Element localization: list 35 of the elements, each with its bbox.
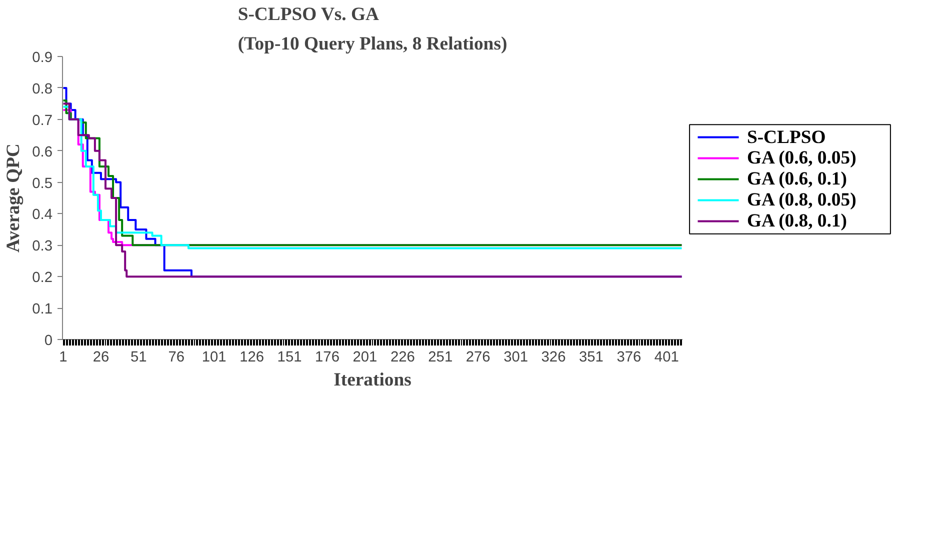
x-tick-label: 101 bbox=[202, 350, 226, 366]
x-tick-label: 351 bbox=[579, 350, 604, 366]
y-tick-label: 0.8 bbox=[32, 81, 52, 98]
x-tick-label: 151 bbox=[277, 350, 302, 366]
x-tick-label: 76 bbox=[168, 350, 185, 366]
x-tick-label: 326 bbox=[541, 350, 566, 366]
x-axis-title: Iterations bbox=[334, 370, 412, 390]
x-tick-label: 51 bbox=[130, 350, 147, 366]
x-tick-label: 126 bbox=[240, 350, 264, 366]
x-tick-label: 26 bbox=[92, 350, 110, 366]
x-tick-label: 401 bbox=[654, 350, 679, 366]
y-tick-label: 0.3 bbox=[32, 238, 52, 255]
legend-label: GA (0.6, 0.1) bbox=[746, 168, 847, 190]
x-tick-label: 201 bbox=[352, 350, 378, 366]
legend-label: GA (0.8, 0.1) bbox=[746, 210, 847, 232]
y-tick-label: 0.6 bbox=[32, 144, 52, 160]
y-tick-label: 0.5 bbox=[32, 176, 52, 192]
x-tick-label: 251 bbox=[428, 350, 453, 366]
chart-title: S-CLPSO Vs. GA (Top-10 Query Plans, 8 Relations) bbox=[238, 4, 508, 54]
x-tick-label: 226 bbox=[390, 350, 415, 366]
y-tick-label: 0 bbox=[44, 333, 53, 349]
y-tick-label: 0.2 bbox=[32, 270, 52, 286]
y-tick-label: 0.4 bbox=[32, 207, 52, 224]
legend-label: S-CLPSO bbox=[746, 126, 826, 148]
x-tick-label: 376 bbox=[616, 350, 642, 366]
legend-label: GA (0.8, 0.05) bbox=[746, 190, 856, 211]
y-axis-title: Average QPC bbox=[3, 144, 24, 252]
y-tick-label: 0.1 bbox=[32, 302, 52, 318]
x-tick-label: 301 bbox=[504, 350, 528, 366]
y-tick-label: 0.9 bbox=[32, 50, 52, 66]
x-tick-label: 176 bbox=[315, 350, 340, 366]
y-tick-label: 0.7 bbox=[32, 112, 52, 129]
x-tick-label: 1 bbox=[59, 350, 68, 366]
legend-label: GA (0.6, 0.05) bbox=[746, 148, 856, 169]
x-tick-label: 276 bbox=[466, 350, 490, 366]
